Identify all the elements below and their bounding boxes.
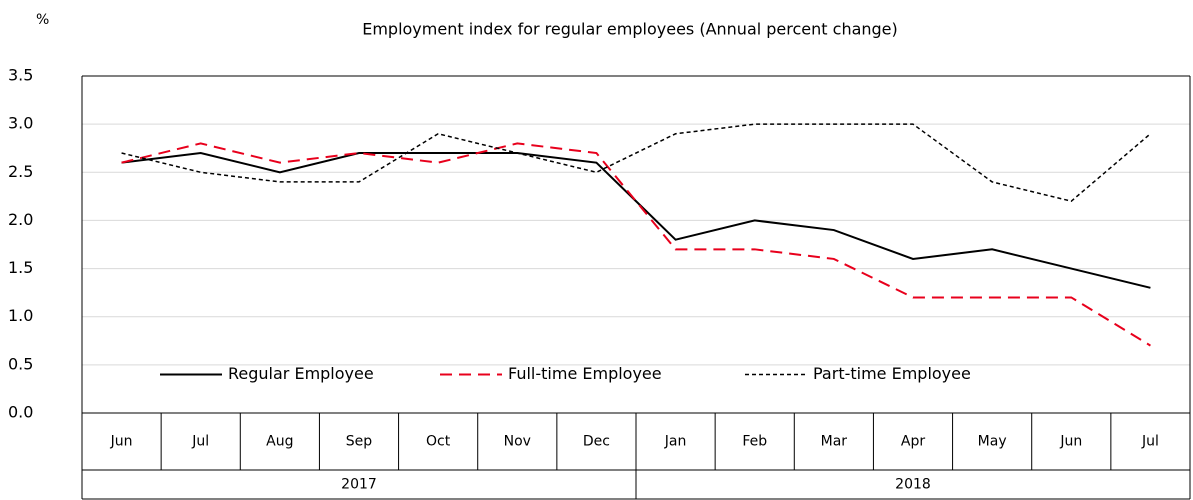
x-tick-label: Mar	[821, 434, 848, 450]
data-line	[121, 142, 1151, 347]
chart-title: Employment index for regular employees (…	[362, 20, 898, 39]
y-tick-label: 2.5	[8, 162, 33, 181]
legend-label: Part-time Employee	[813, 364, 971, 383]
y-tick-label: 0.0	[8, 403, 33, 422]
y-unit: %	[36, 12, 49, 28]
legend-label: Regular Employee	[228, 364, 374, 383]
x-tick-label: Jun	[110, 434, 133, 450]
x-tick-label: Aug	[266, 434, 293, 450]
y-tick-label: 1.5	[8, 258, 33, 277]
data-line	[121, 123, 1151, 202]
y-tick-label: 0.5	[8, 354, 33, 373]
x-tick-label: Oct	[426, 434, 451, 450]
x-tick-label: Jul	[191, 434, 209, 450]
x-tick-label: Jul	[1141, 434, 1159, 450]
x-tick-label: Jun	[1059, 434, 1082, 450]
y-tick-label: 3.0	[8, 114, 33, 133]
y-tick-label: 1.0	[8, 306, 33, 325]
x-group-label: 2018	[895, 477, 931, 493]
y-tick-label: 3.5	[8, 66, 33, 85]
data-line	[121, 152, 1151, 289]
x-tick-label: Jan	[664, 434, 687, 450]
y-tick-label: 2.0	[8, 210, 33, 229]
x-tick-label: Feb	[742, 434, 767, 450]
x-tick-label: May	[978, 434, 1007, 450]
x-tick-label: Nov	[504, 434, 531, 450]
x-group-label: 2017	[341, 477, 377, 493]
x-tick-label: Dec	[583, 434, 610, 450]
x-tick-label: Sep	[346, 434, 373, 450]
legend-label: Full-time Employee	[508, 364, 662, 383]
x-tick-label: Apr	[901, 434, 925, 450]
